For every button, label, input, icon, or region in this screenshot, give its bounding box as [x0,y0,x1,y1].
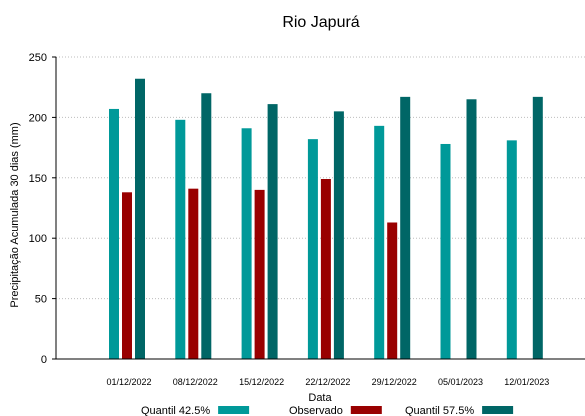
legend-label-0: Quantil 42.5% [141,405,210,416]
x-tick-label: 29/12/2022 [372,377,417,387]
x-tick-label: 05/01/2023 [438,377,483,387]
x-axis-label: Data [308,392,332,404]
bar-2-1 [201,93,212,360]
bar-2-0 [135,78,145,359]
bar-0-4 [374,125,385,359]
bar-2-5 [466,99,477,359]
y-tick-label: 200 [29,112,47,124]
legend-label-2: Quantil 57.5% [405,405,474,416]
y-tick-label: 250 [29,52,47,64]
legend-swatch-1 [350,406,382,414]
legend: Quantil 42.5% Observado Quantil 57.5% [141,405,514,416]
bar-2-3 [333,111,344,359]
y-tick-label: 0 [41,354,47,366]
x-tick-label: 22/12/2022 [305,377,350,387]
x-tick-label: 12/01/2023 [504,377,549,387]
legend-swatch-2 [482,406,514,414]
bar-1-0 [122,192,132,359]
bar-1-1 [188,188,199,359]
y-tick-label: 150 [29,173,47,185]
bar-0-5 [440,143,451,359]
bar-2-6 [532,96,543,359]
chart-title: Rio Japurá [282,14,359,31]
x-tick-label: 08/12/2022 [173,377,218,387]
x-tick-labels: 01/12/2022 08/12/2022 15/12/2022 22/12/2022… [106,377,549,387]
y-axis-label: Precipitação Acumulada 30 dias (mm) [9,122,21,307]
bar-0-3 [307,139,318,359]
bar-1-3 [320,179,331,359]
bar-2-4 [400,96,411,359]
grid-lines [56,56,585,300]
bar-0-6 [506,140,517,359]
bar-2-2 [267,104,278,359]
x-tick-label: 15/12/2022 [239,377,284,387]
bar-0-2 [241,128,252,359]
bar-1-4 [387,222,398,359]
x-tick-label: 01/12/2022 [106,377,151,387]
y-tick-label: 50 [35,294,47,306]
bar-0-1 [175,119,186,359]
bars [109,78,543,360]
legend-label-1: Observado [289,405,343,416]
y-tick-label: 100 [29,233,47,245]
y-tick-labels: 0 50 100 150 200 250 [29,52,56,366]
legend-swatch-0 [218,406,250,414]
bar-0-0 [109,108,119,359]
bar-1-2 [254,189,265,359]
